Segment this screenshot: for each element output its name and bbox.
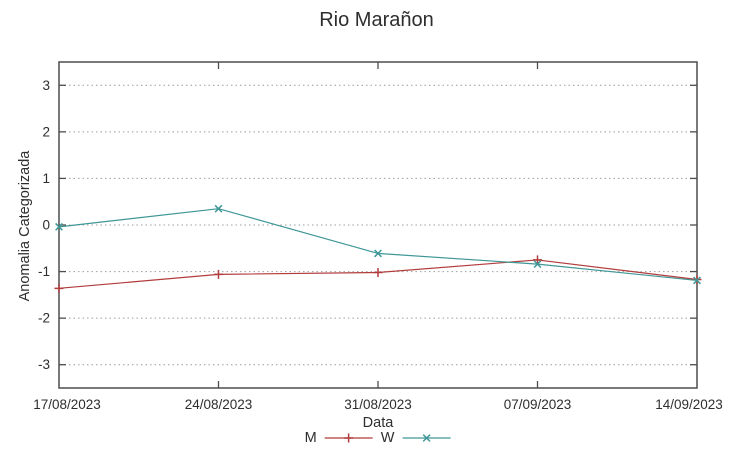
x-tick-label: 31/08/2023 [344, 397, 412, 412]
x-tick-label: 07/09/2023 [504, 397, 572, 412]
legend-sample-w-line-icon [402, 434, 451, 442]
data-point-w [533, 260, 542, 269]
legend-marker [344, 433, 354, 443]
y-tick-label: 1 [42, 171, 50, 186]
data-point-w [214, 204, 223, 213]
data-point-w [374, 249, 382, 258]
plot-border [58, 61, 698, 389]
data-point-m [533, 255, 542, 265]
data-point-m [373, 268, 383, 278]
legend: M W [305, 430, 452, 446]
y-tick-label: -2 [38, 311, 50, 326]
legend-item-m: M [305, 430, 374, 446]
y-tick-label: -1 [38, 264, 50, 279]
chart-title: Rio Marañon [319, 9, 434, 31]
x-tick-label: 17/08/2023 [33, 397, 101, 412]
y-tick-label: 0 [42, 218, 50, 233]
y-tick-label: 3 [42, 78, 50, 93]
data-point-w [693, 276, 701, 285]
x-tick-label: 24/08/2023 [185, 397, 253, 412]
legend-label-m: M [304, 430, 317, 446]
y-tick-label: -3 [38, 357, 50, 372]
legend-sample-m-line-icon [324, 433, 373, 443]
x-axis-label: Data [362, 415, 394, 431]
x-tick-label: 14/09/2023 [655, 397, 723, 412]
data-point-w [55, 222, 63, 231]
legend-marker [422, 434, 431, 442]
legend-item-w: W [381, 430, 452, 446]
data-point-m [54, 283, 64, 293]
legend-label-w: W [380, 430, 395, 446]
data-point-m [214, 269, 223, 279]
y-tick-label: 2 [42, 124, 50, 139]
